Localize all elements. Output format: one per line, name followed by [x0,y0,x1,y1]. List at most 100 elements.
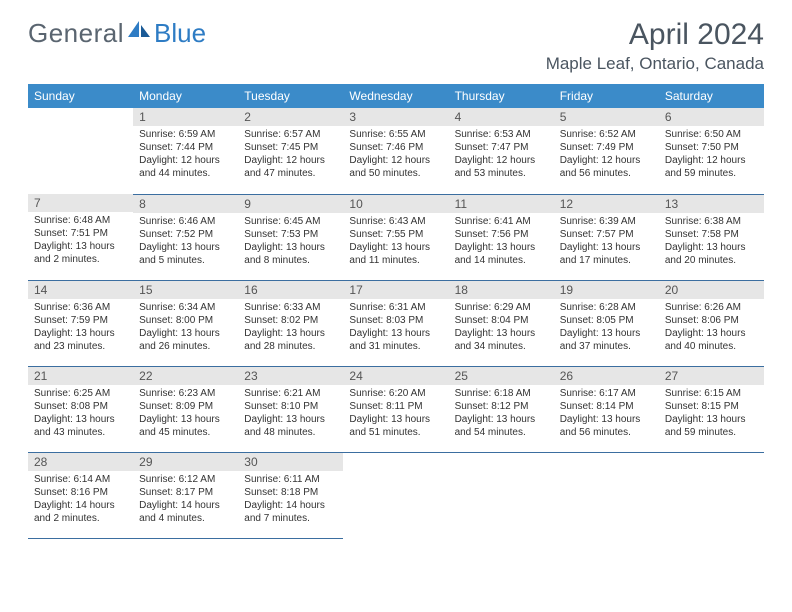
day-number: 11 [449,195,554,213]
day-body: Sunrise: 6:34 AMSunset: 8:00 PMDaylight:… [133,299,238,357]
day-body: Sunrise: 6:20 AMSunset: 8:11 PMDaylight:… [343,385,448,443]
calendar-cell: 22Sunrise: 6:23 AMSunset: 8:09 PMDayligh… [133,366,238,452]
logo-text-general: General [28,18,124,49]
calendar-cell: 24Sunrise: 6:20 AMSunset: 8:11 PMDayligh… [343,366,448,452]
day-number: 5 [554,108,659,126]
day-number: 16 [238,281,343,299]
calendar-cell: 19Sunrise: 6:28 AMSunset: 8:05 PMDayligh… [554,280,659,366]
weekday-header: Thursday [449,84,554,108]
calendar-table: SundayMondayTuesdayWednesdayThursdayFrid… [28,84,764,539]
calendar-row: 7Sunrise: 6:48 AMSunset: 7:51 PMDaylight… [28,194,764,280]
day-number: 20 [659,281,764,299]
day-number: 8 [133,195,238,213]
calendar-cell: 1Sunrise: 6:59 AMSunset: 7:44 PMDaylight… [133,108,238,194]
day-number: 24 [343,367,448,385]
calendar-cell: 28Sunrise: 6:14 AMSunset: 8:16 PMDayligh… [28,452,133,538]
calendar-cell [28,108,133,194]
day-body: Sunrise: 6:18 AMSunset: 8:12 PMDaylight:… [449,385,554,443]
calendar-cell: 23Sunrise: 6:21 AMSunset: 8:10 PMDayligh… [238,366,343,452]
day-number: 15 [133,281,238,299]
day-body: Sunrise: 6:33 AMSunset: 8:02 PMDaylight:… [238,299,343,357]
day-body: Sunrise: 6:11 AMSunset: 8:18 PMDaylight:… [238,471,343,529]
day-number: 2 [238,108,343,126]
day-number: 18 [449,281,554,299]
calendar-cell: 26Sunrise: 6:17 AMSunset: 8:14 PMDayligh… [554,366,659,452]
day-number: 28 [28,453,133,471]
calendar-cell: 20Sunrise: 6:26 AMSunset: 8:06 PMDayligh… [659,280,764,366]
day-number: 23 [238,367,343,385]
day-body: Sunrise: 6:45 AMSunset: 7:53 PMDaylight:… [238,213,343,271]
calendar-cell: 4Sunrise: 6:53 AMSunset: 7:47 PMDaylight… [449,108,554,194]
calendar-row: 21Sunrise: 6:25 AMSunset: 8:08 PMDayligh… [28,366,764,452]
day-number: 25 [449,367,554,385]
calendar-cell: 15Sunrise: 6:34 AMSunset: 8:00 PMDayligh… [133,280,238,366]
calendar-cell: 25Sunrise: 6:18 AMSunset: 8:12 PMDayligh… [449,366,554,452]
day-body: Sunrise: 6:52 AMSunset: 7:49 PMDaylight:… [554,126,659,184]
calendar-cell: 9Sunrise: 6:45 AMSunset: 7:53 PMDaylight… [238,194,343,280]
calendar-cell: 27Sunrise: 6:15 AMSunset: 8:15 PMDayligh… [659,366,764,452]
day-number: 19 [554,281,659,299]
calendar-cell: 14Sunrise: 6:36 AMSunset: 7:59 PMDayligh… [28,280,133,366]
calendar-cell: 11Sunrise: 6:41 AMSunset: 7:56 PMDayligh… [449,194,554,280]
day-body: Sunrise: 6:36 AMSunset: 7:59 PMDaylight:… [28,299,133,357]
day-number: 30 [238,453,343,471]
calendar-cell: 12Sunrise: 6:39 AMSunset: 7:57 PMDayligh… [554,194,659,280]
day-number: 21 [28,367,133,385]
day-number: 22 [133,367,238,385]
header: General Blue April 2024 Maple Leaf, Onta… [0,0,792,82]
day-number: 3 [343,108,448,126]
day-number: 12 [554,195,659,213]
calendar-cell: 3Sunrise: 6:55 AMSunset: 7:46 PMDaylight… [343,108,448,194]
calendar-cell [659,452,764,538]
weekday-header: Monday [133,84,238,108]
calendar-cell [449,452,554,538]
day-body: Sunrise: 6:29 AMSunset: 8:04 PMDaylight:… [449,299,554,357]
day-number: 14 [28,281,133,299]
day-number: 17 [343,281,448,299]
day-body: Sunrise: 6:48 AMSunset: 7:51 PMDaylight:… [28,212,133,270]
day-body: Sunrise: 6:31 AMSunset: 8:03 PMDaylight:… [343,299,448,357]
day-number: 26 [554,367,659,385]
calendar-row: 14Sunrise: 6:36 AMSunset: 7:59 PMDayligh… [28,280,764,366]
day-body: Sunrise: 6:59 AMSunset: 7:44 PMDaylight:… [133,126,238,184]
day-number: 6 [659,108,764,126]
location: Maple Leaf, Ontario, Canada [546,54,764,74]
day-body: Sunrise: 6:41 AMSunset: 7:56 PMDaylight:… [449,213,554,271]
calendar-row: 28Sunrise: 6:14 AMSunset: 8:16 PMDayligh… [28,452,764,538]
calendar-cell: 2Sunrise: 6:57 AMSunset: 7:45 PMDaylight… [238,108,343,194]
day-body: Sunrise: 6:14 AMSunset: 8:16 PMDaylight:… [28,471,133,529]
day-body: Sunrise: 6:12 AMSunset: 8:17 PMDaylight:… [133,471,238,529]
day-number: 27 [659,367,764,385]
day-number: 13 [659,195,764,213]
weekday-header: Sunday [28,84,133,108]
day-body: Sunrise: 6:46 AMSunset: 7:52 PMDaylight:… [133,213,238,271]
day-body: Sunrise: 6:38 AMSunset: 7:58 PMDaylight:… [659,213,764,271]
day-body: Sunrise: 6:53 AMSunset: 7:47 PMDaylight:… [449,126,554,184]
day-body: Sunrise: 6:21 AMSunset: 8:10 PMDaylight:… [238,385,343,443]
title-block: April 2024 Maple Leaf, Ontario, Canada [546,18,764,74]
calendar-cell: 5Sunrise: 6:52 AMSunset: 7:49 PMDaylight… [554,108,659,194]
logo-text-blue: Blue [154,18,206,49]
day-number: 1 [133,108,238,126]
weekday-header: Wednesday [343,84,448,108]
calendar-cell: 10Sunrise: 6:43 AMSunset: 7:55 PMDayligh… [343,194,448,280]
day-body: Sunrise: 6:55 AMSunset: 7:46 PMDaylight:… [343,126,448,184]
calendar-cell [554,452,659,538]
calendar-head: SundayMondayTuesdayWednesdayThursdayFrid… [28,84,764,108]
weekday-header: Friday [554,84,659,108]
calendar-cell: 13Sunrise: 6:38 AMSunset: 7:58 PMDayligh… [659,194,764,280]
calendar-cell: 8Sunrise: 6:46 AMSunset: 7:52 PMDaylight… [133,194,238,280]
calendar-cell: 18Sunrise: 6:29 AMSunset: 8:04 PMDayligh… [449,280,554,366]
day-body: Sunrise: 6:26 AMSunset: 8:06 PMDaylight:… [659,299,764,357]
day-body: Sunrise: 6:28 AMSunset: 8:05 PMDaylight:… [554,299,659,357]
weekday-header: Saturday [659,84,764,108]
day-number: 29 [133,453,238,471]
day-body: Sunrise: 6:15 AMSunset: 8:15 PMDaylight:… [659,385,764,443]
calendar-cell: 16Sunrise: 6:33 AMSunset: 8:02 PMDayligh… [238,280,343,366]
calendar-cell: 21Sunrise: 6:25 AMSunset: 8:08 PMDayligh… [28,366,133,452]
calendar-cell: 17Sunrise: 6:31 AMSunset: 8:03 PMDayligh… [343,280,448,366]
day-body: Sunrise: 6:17 AMSunset: 8:14 PMDaylight:… [554,385,659,443]
calendar-cell: 30Sunrise: 6:11 AMSunset: 8:18 PMDayligh… [238,452,343,538]
day-body: Sunrise: 6:23 AMSunset: 8:09 PMDaylight:… [133,385,238,443]
logo: General Blue [28,18,206,49]
